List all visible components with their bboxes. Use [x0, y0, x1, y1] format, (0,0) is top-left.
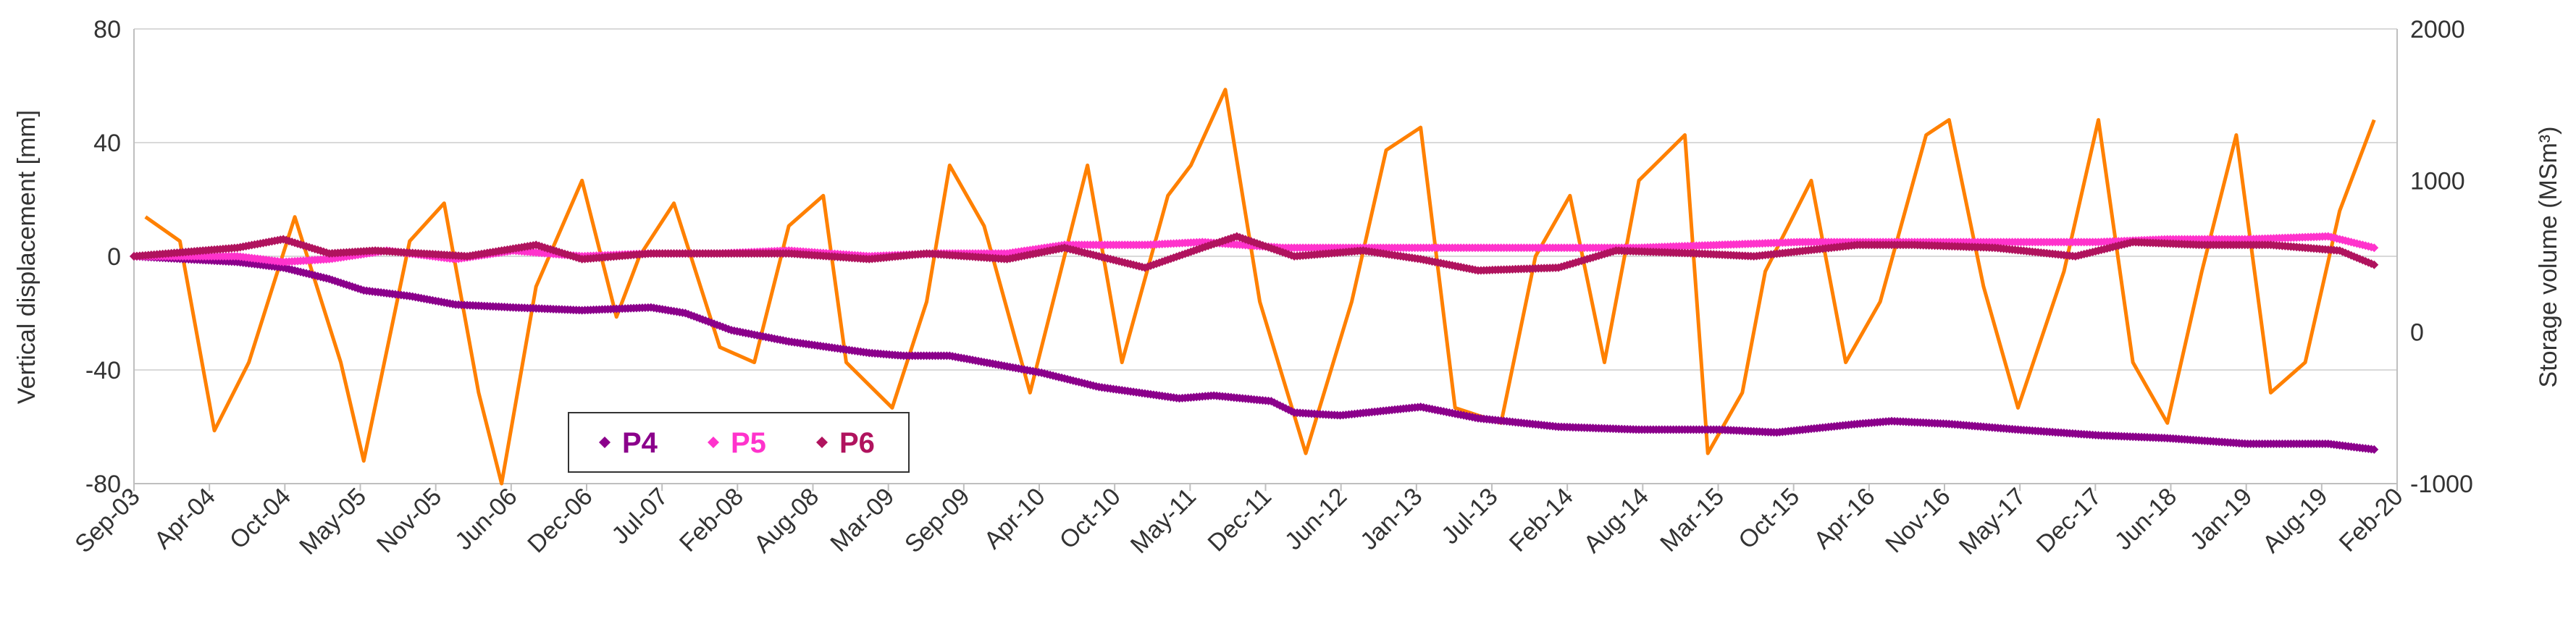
- legend-label-p5: P5: [731, 427, 766, 459]
- y-axis-title-right: Storage volume (MSm³): [2535, 127, 2562, 388]
- x-tick-label: Feb-14: [1504, 483, 1579, 557]
- x-tick-label: May-17: [1954, 483, 2031, 560]
- x-tick-label: Aug-14: [1579, 483, 1654, 558]
- x-tick-label: Dec-06: [522, 483, 597, 558]
- legend-marker-p5: [708, 437, 719, 448]
- y-tick-labels-left: 80 40 0 -40 -80: [85, 16, 121, 498]
- x-tick-label: Nov-16: [1880, 483, 1955, 558]
- legend-marker-p4: [599, 437, 611, 448]
- y-tick-label-left: 80: [93, 16, 121, 43]
- series-p6: [130, 232, 2379, 275]
- legend: P4 P5 P6: [568, 412, 910, 473]
- x-tick-label: Apr-04: [149, 483, 221, 555]
- y-tick-label-left: -40: [85, 357, 121, 384]
- x-tick-label: Jul-07: [606, 483, 673, 550]
- point-p5: [2370, 243, 2379, 253]
- x-tick-label: Apr-10: [979, 483, 1051, 555]
- series-p4: [130, 252, 2379, 454]
- x-tick-label: Dec-11: [1203, 483, 1277, 557]
- y-tick-label-right: 1000: [2410, 167, 2465, 195]
- x-tick-label: Mar-09: [825, 483, 899, 557]
- x-tick-label: Jun-06: [450, 483, 522, 555]
- legend-label-p4: P4: [622, 427, 658, 459]
- x-tick-label: May-05: [294, 483, 372, 560]
- x-tick-label: Jul-13: [1436, 483, 1503, 550]
- point-p6: [2370, 260, 2379, 269]
- x-tick-label: Sep-09: [899, 483, 975, 558]
- legend-marker-p6: [816, 437, 828, 448]
- x-tick-label: Oct-10: [1054, 483, 1126, 555]
- x-tick-label: Aug-08: [749, 483, 824, 558]
- y-tick-labels-right: 2000 1000 0 -1000: [2410, 16, 2473, 498]
- x-tick-label: Jun-12: [1280, 483, 1352, 555]
- y-tick-label-right: 2000: [2410, 16, 2465, 43]
- x-tick-label: Dec-17: [2031, 483, 2107, 558]
- displacement-series: [130, 232, 2379, 454]
- x-tick-label: Oct-15: [1733, 483, 1805, 555]
- y-tick-label-right: -1000: [2410, 471, 2473, 498]
- point-p4: [2370, 445, 2379, 454]
- x-tick-label: Aug-19: [2257, 483, 2333, 558]
- x-tick-label: Apr-16: [1808, 483, 1880, 555]
- x-tick-label: Mar-15: [1655, 483, 1729, 557]
- storage-series: [144, 88, 2376, 486]
- x-tick-label: May-11: [1125, 483, 1201, 559]
- storage-volume-line: [144, 88, 2376, 486]
- legend-label-p6: P6: [839, 427, 875, 459]
- y-tick-label-left: 40: [93, 130, 121, 157]
- y-tick-label-right: 0: [2410, 319, 2424, 347]
- x-tick-label: Jun-18: [2110, 483, 2182, 555]
- x-tick-label: Feb-08: [674, 483, 749, 557]
- y-tick-label-left: -80: [85, 471, 121, 498]
- legend-box: [568, 412, 910, 473]
- x-tick-label: Jan-13: [1355, 483, 1427, 555]
- x-tick-label: Oct-04: [225, 483, 296, 555]
- x-tick-label: Jan-19: [2185, 483, 2257, 555]
- y-axis-title-left: Vertical displacement [mm]: [13, 110, 41, 404]
- x-tick-label: Feb-20: [2334, 483, 2409, 557]
- y-tick-label-left: 0: [107, 243, 121, 271]
- x-tick-label: Nov-05: [372, 483, 447, 558]
